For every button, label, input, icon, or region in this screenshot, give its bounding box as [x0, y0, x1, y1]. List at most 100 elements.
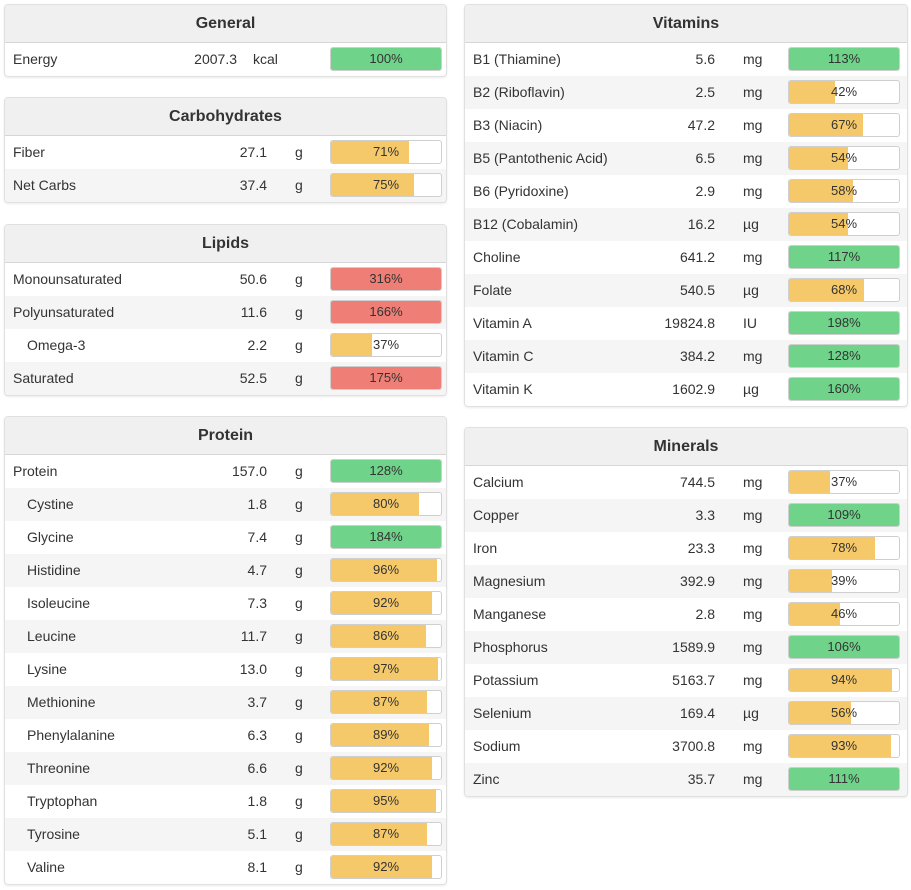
progress-fill	[789, 636, 899, 658]
progress-percent: 93%	[830, 738, 858, 753]
progress-fill	[331, 48, 441, 70]
progress-percent: 68%	[830, 282, 858, 297]
nutrient-amount: 11.7	[240, 628, 267, 644]
nutrient-amount: 3700.8	[672, 738, 715, 754]
progress-percent: 166%	[369, 304, 403, 319]
nutrient-amount: 7.4	[247, 529, 267, 545]
nutrient-amount: 744.5	[679, 474, 715, 490]
nutrient-amount: 52.5	[239, 370, 267, 386]
progress-fill	[331, 367, 441, 389]
progress-percent: 128%	[369, 463, 403, 478]
progress-fill	[789, 471, 830, 493]
nutrient-amount: 50.6	[239, 271, 267, 287]
panel-protein: Protein Protein 157.0 g 128% Cystine 1.8 g 80% G…	[4, 416, 447, 885]
nutrient-row: Magnesium 392.9 mg 39%	[465, 565, 907, 598]
nutrient-amount: 641.2	[679, 249, 715, 265]
progress-bar: 75%	[330, 173, 442, 197]
progress-bar: 39%	[788, 569, 900, 593]
nutrient-unit: mg	[743, 738, 763, 754]
progress-bar: 93%	[788, 734, 900, 758]
progress-fill	[331, 823, 427, 845]
progress-fill	[331, 592, 433, 614]
nutrient-list: B1 (Thiamine) 5.6 mg 113% B2 (Riboflavin) 2.5…	[465, 43, 907, 406]
nutrient-row: Phosphorus 1589.9 mg 106%	[465, 631, 907, 664]
progress-fill	[331, 174, 414, 196]
nutrient-list: Energy 2007.3 kcal 100%	[5, 43, 446, 76]
nutrient-unit: g	[295, 562, 303, 578]
progress-bar: 100%	[330, 47, 442, 71]
progress-percent: 198%	[827, 315, 861, 330]
nutrient-name: B6 (Pyridoxine)	[473, 183, 569, 199]
nutrient-unit: mg	[743, 507, 763, 523]
nutrient-amount: 8.1	[247, 859, 267, 875]
nutrient-name: B5 (Pantothenic Acid)	[473, 150, 608, 166]
nutrient-list: Monounsaturated 50.6 g 316% Polyunsaturated 1…	[5, 263, 446, 395]
progress-fill	[789, 504, 899, 526]
progress-fill	[331, 691, 427, 713]
nutrient-name: Protein	[13, 463, 58, 479]
nutrient-name: Fiber	[13, 144, 45, 160]
nutrient-name: Copper	[473, 507, 519, 523]
progress-fill	[331, 724, 429, 746]
nutrient-amount: 5.6	[695, 51, 715, 67]
panel-title: Protein	[5, 417, 446, 455]
progress-bar: 58%	[788, 179, 900, 203]
panel-title: Vitamins	[465, 5, 907, 43]
progress-percent: 128%	[827, 348, 861, 363]
progress-bar: 71%	[330, 140, 442, 164]
nutrient-row: Valine 8.1 g 92%	[5, 851, 446, 884]
nutrient-unit: g	[295, 727, 303, 743]
nutrient-row: Folate 540.5 µg 68%	[465, 274, 907, 307]
progress-bar: 166%	[330, 300, 442, 324]
nutrient-row: B12 (Cobalamin) 16.2 µg 54%	[465, 208, 907, 241]
nutrient-name: Isoleucine	[27, 595, 91, 611]
progress-fill	[331, 559, 437, 581]
progress-percent: 37%	[372, 337, 400, 352]
nutrient-name: Sodium	[473, 738, 521, 754]
nutrient-unit: mg	[743, 51, 763, 67]
progress-percent: 111%	[828, 771, 860, 786]
nutrient-name: Vitamin A	[473, 315, 532, 331]
nutrient-amount: 3.3	[695, 507, 715, 523]
nutrient-name: Choline	[473, 249, 521, 265]
progress-bar: 97%	[330, 657, 442, 681]
nutrient-amount: 16.2	[687, 216, 715, 232]
nutrient-row: Sodium 3700.8 mg 93%	[465, 730, 907, 763]
nutrient-row: Protein 157.0 g 128%	[5, 455, 446, 488]
nutrient-amount: 4.7	[247, 562, 267, 578]
nutrient-unit: mg	[743, 606, 763, 622]
progress-bar: 175%	[330, 366, 442, 390]
nutrient-name: Leucine	[27, 628, 77, 644]
progress-percent: 106%	[827, 639, 861, 654]
progress-fill	[789, 603, 840, 625]
nutrient-unit: mg	[743, 117, 763, 133]
progress-fill	[789, 312, 899, 334]
nutrient-row: Zinc 35.7 mg 111%	[465, 763, 907, 796]
nutrient-amount: 384.2	[679, 348, 715, 364]
nutrient-list: Calcium 744.5 mg 37% Copper 3.3 mg 109% Iron 23.3…	[465, 466, 907, 796]
progress-bar: 46%	[788, 602, 900, 626]
nutrient-row: Monounsaturated 50.6 g 316%	[5, 263, 446, 296]
nutrient-name: Saturated	[13, 370, 74, 386]
nutrient-amount: 392.9	[679, 573, 715, 589]
progress-percent: 54%	[830, 150, 858, 165]
nutrient-amount: 19824.8	[664, 315, 715, 331]
nutrient-amount: 35.7	[687, 771, 715, 787]
nutrient-name: Calcium	[473, 474, 524, 490]
progress-percent: 54%	[830, 216, 858, 231]
progress-bar: 54%	[788, 212, 900, 236]
progress-bar: 95%	[330, 789, 442, 813]
nutrient-name: B12 (Cobalamin)	[473, 216, 579, 232]
nutrient-row: Lysine 13.0 g 97%	[5, 653, 446, 686]
progress-fill	[789, 702, 851, 724]
nutrient-name: Magnesium	[473, 573, 546, 589]
nutrient-amount: 540.5	[679, 282, 715, 298]
progress-bar: 96%	[330, 558, 442, 582]
nutrient-row: Saturated 52.5 g 175%	[5, 362, 446, 395]
progress-fill	[331, 790, 436, 812]
nutrient-row: Iron 23.3 mg 78%	[465, 532, 907, 565]
panel-title: Lipids	[5, 225, 446, 263]
nutrient-row: Phenylalanine 6.3 g 89%	[5, 719, 446, 752]
nutrient-row: B1 (Thiamine) 5.6 mg 113%	[465, 43, 907, 76]
nutrient-name: Energy	[13, 51, 58, 67]
